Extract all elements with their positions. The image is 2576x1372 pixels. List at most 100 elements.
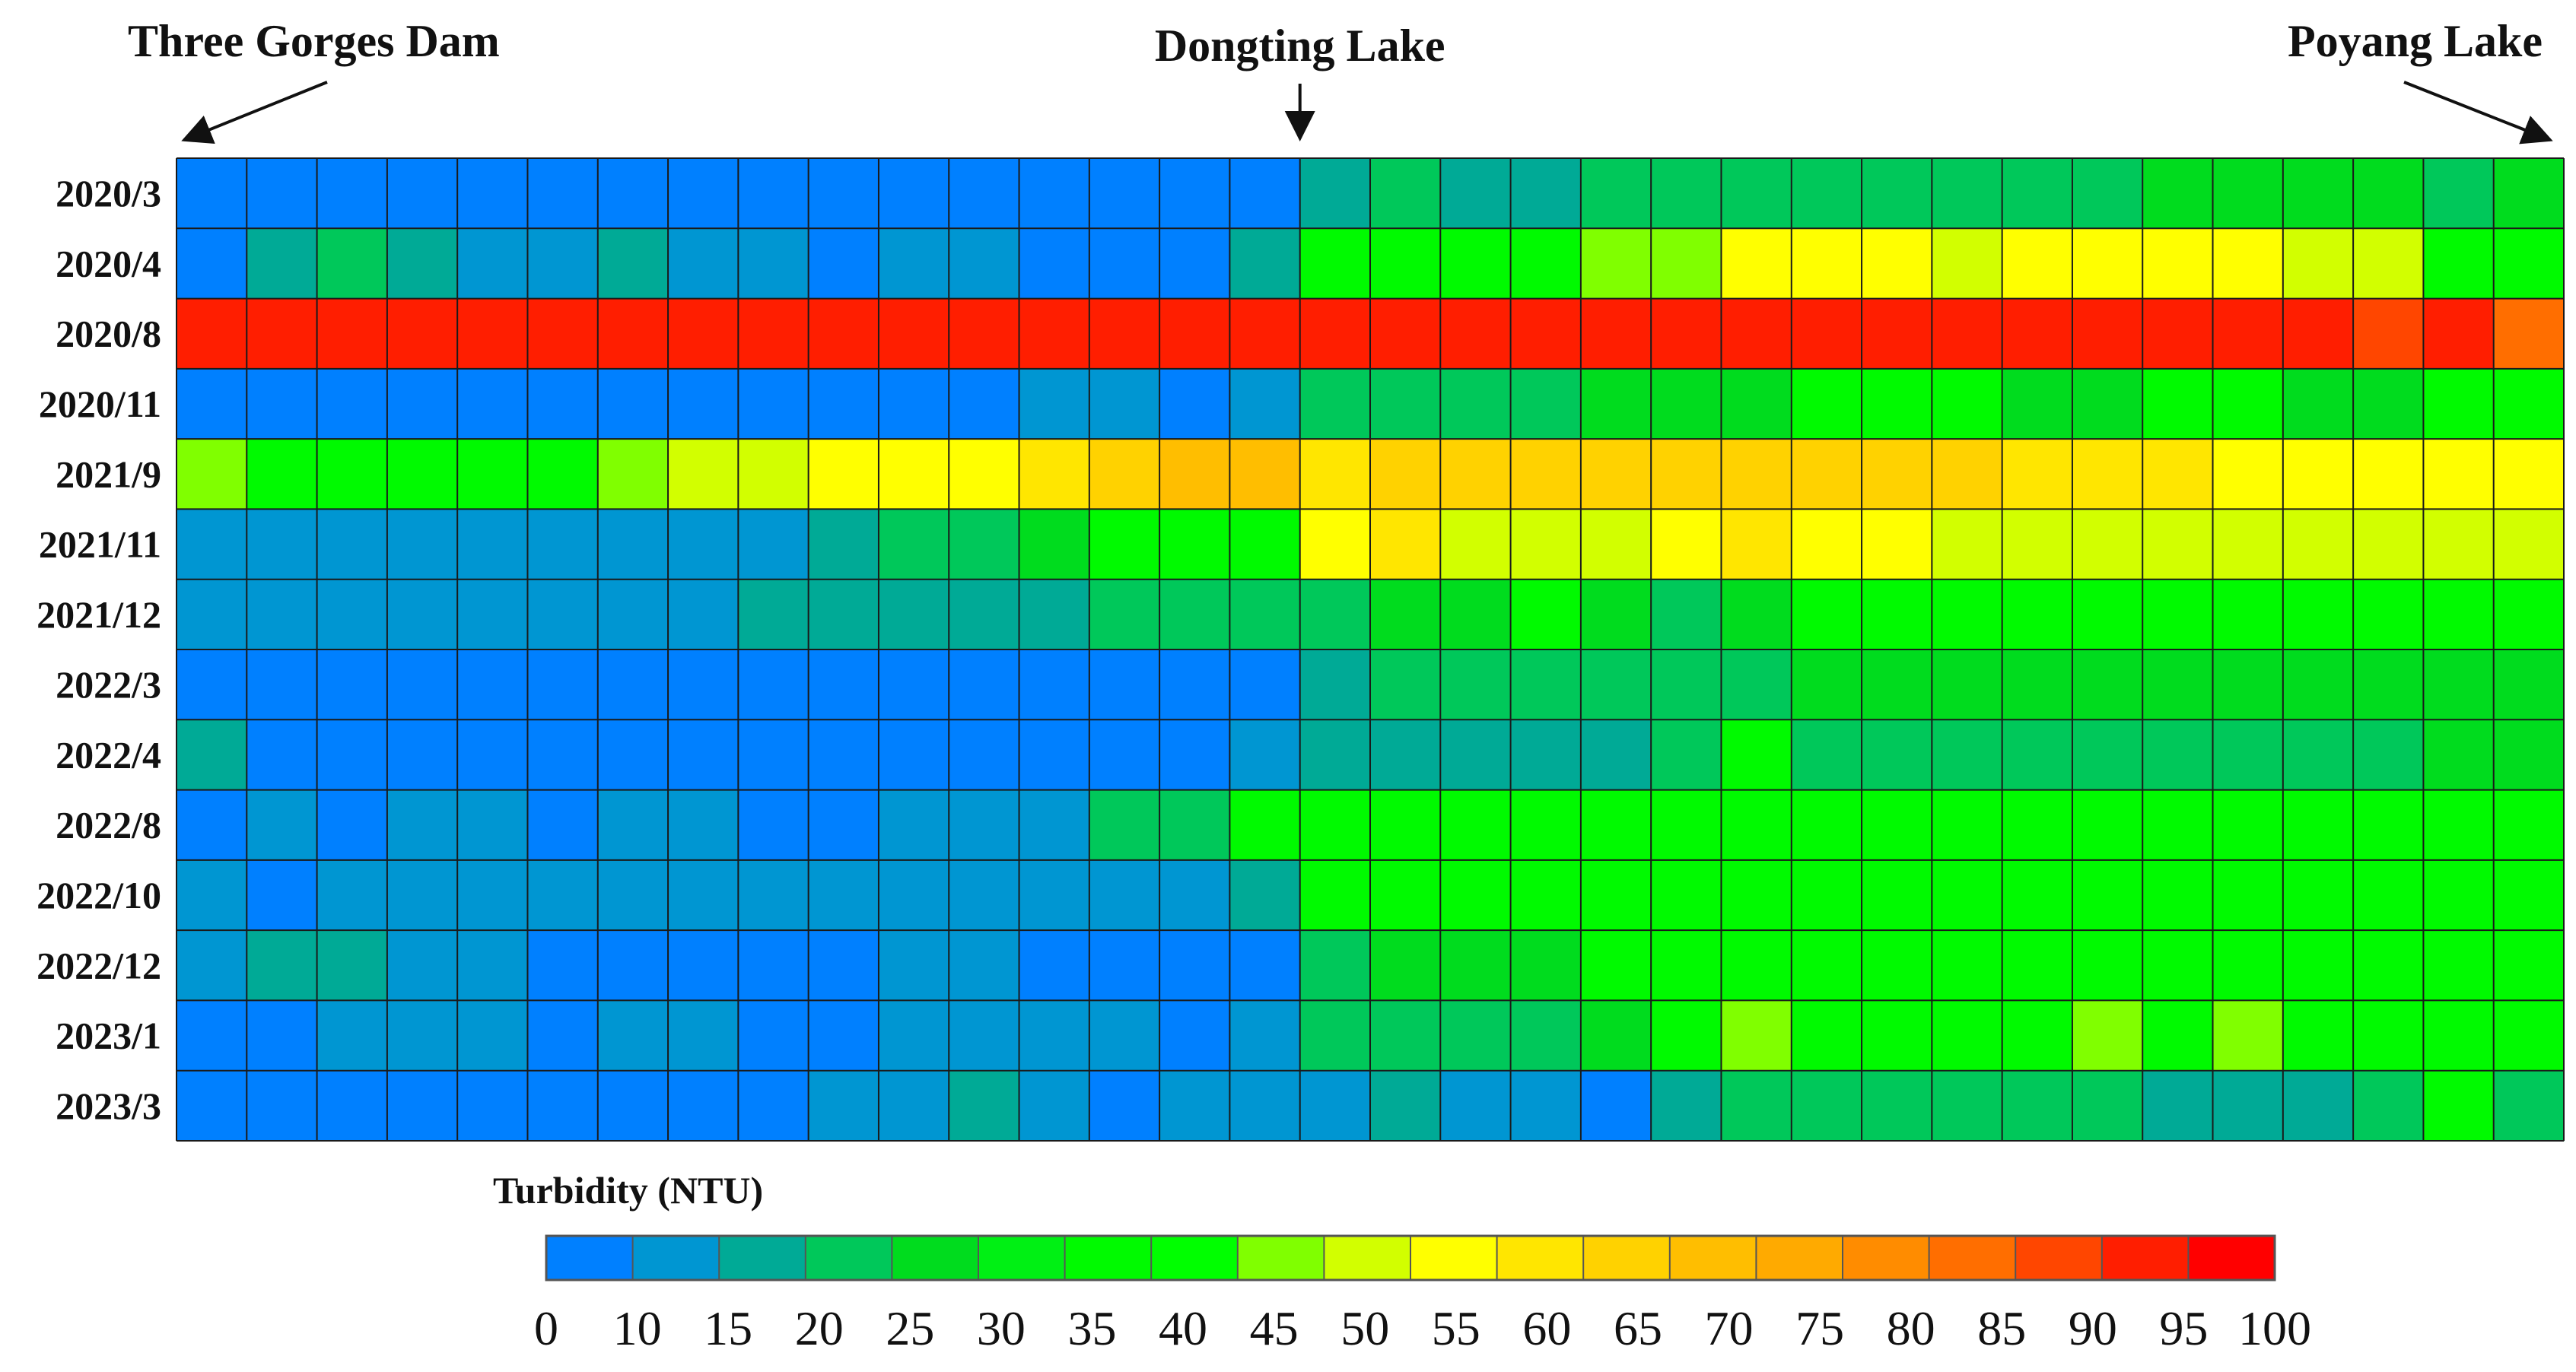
heatmap-cell xyxy=(1089,649,1160,720)
colorbar-swatch xyxy=(1496,1236,1584,1280)
heatmap-cell xyxy=(738,649,809,720)
heatmap-cell xyxy=(1299,439,1371,510)
heatmap-cell xyxy=(1370,789,1441,861)
heatmap-cell xyxy=(738,439,809,510)
heatmap-cell xyxy=(878,158,949,229)
heatmap-cell xyxy=(1440,158,1512,229)
heatmap-cell xyxy=(386,579,458,650)
heatmap-cell xyxy=(808,439,879,510)
heatmap-cell xyxy=(668,859,739,931)
heatmap-cell xyxy=(1932,859,2003,931)
heatmap-cell xyxy=(2282,1070,2354,1142)
heatmap-cell xyxy=(1862,439,1932,510)
row-label: 2022/4 xyxy=(56,733,161,776)
heatmap-cell xyxy=(2353,1000,2425,1072)
heatmap-cell xyxy=(1721,1000,1792,1072)
heatmap-cell xyxy=(1159,158,1231,229)
heatmap-cell xyxy=(177,368,247,440)
heatmap-cell xyxy=(2072,298,2143,370)
heatmap-cell xyxy=(177,719,247,791)
heatmap-cell xyxy=(668,789,739,861)
heatmap-cell xyxy=(1932,228,2003,300)
colorbar-swatch xyxy=(1151,1236,1239,1280)
colorbar-swatch xyxy=(719,1236,806,1280)
heatmap-cell xyxy=(2493,579,2565,650)
heatmap-cell xyxy=(2072,579,2143,650)
heatmap-cell xyxy=(1370,719,1441,791)
heatmap-cell xyxy=(386,1000,458,1072)
colorbar-frame xyxy=(545,1234,2276,1281)
heatmap-cell xyxy=(2282,509,2354,580)
heatmap-cell xyxy=(2072,1000,2143,1072)
heatmap-cell xyxy=(808,158,879,229)
heatmap-cell xyxy=(386,439,458,510)
heatmap-cell xyxy=(1440,579,1512,650)
heatmap-cell xyxy=(246,439,318,510)
row-label: 2022/10 xyxy=(37,874,161,916)
heatmap-cell xyxy=(1862,1070,1932,1142)
site-annotations: Three Gorges Dam Dongting Lake Poyang Lake xyxy=(128,16,2553,145)
heatmap-cell xyxy=(316,930,388,1002)
heatmap-cell xyxy=(2142,158,2214,229)
heatmap-cell xyxy=(1510,719,1582,791)
heatmap-cell xyxy=(386,509,458,580)
heatmap-cell xyxy=(246,158,318,229)
heatmap-cell xyxy=(808,1070,879,1142)
heatmap-cell xyxy=(597,719,669,791)
heatmap-cell xyxy=(1932,1070,2003,1142)
heatmap-cell xyxy=(1089,859,1160,931)
heatmap-cell xyxy=(2353,579,2425,650)
heatmap-cell xyxy=(2423,1070,2495,1142)
heatmap-cell xyxy=(2423,298,2495,370)
heatmap-cell xyxy=(2072,649,2143,720)
heatmap-cell xyxy=(949,298,1020,370)
heatmap-cell xyxy=(1580,228,1652,300)
heatmap-cell xyxy=(2212,930,2284,1002)
heatmap-cell xyxy=(2072,789,2143,861)
heatmap-cell xyxy=(1089,439,1160,510)
colorbar-swatch xyxy=(1669,1236,1757,1280)
heatmap-cell xyxy=(2282,228,2354,300)
colorbar-swatch xyxy=(1843,1236,1930,1280)
heatmap-cell xyxy=(668,1000,739,1072)
heatmap-cell xyxy=(597,1070,669,1142)
heatmap-cell xyxy=(2423,930,2495,1002)
heatmap-cell xyxy=(1159,579,1231,650)
heatmap-cell xyxy=(386,930,458,1002)
heatmap-cell xyxy=(1370,228,1441,300)
heatmap-cell xyxy=(2142,509,2214,580)
heatmap-cell xyxy=(1510,158,1582,229)
heatmap-cell xyxy=(1440,719,1512,791)
heatmap-cell xyxy=(597,158,669,229)
colorbar-tick-label: 50 xyxy=(1340,1301,1389,1355)
heatmap-cell xyxy=(1721,509,1792,580)
heatmap-cell xyxy=(949,158,1020,229)
heatmap-cell xyxy=(1510,1000,1582,1072)
heatmap-cell xyxy=(2353,649,2425,720)
heatmap-cell xyxy=(457,719,529,791)
heatmap-cell xyxy=(597,368,669,440)
heatmap-cell xyxy=(597,789,669,861)
heatmap-cell xyxy=(1580,368,1652,440)
row-labels: 2020/3 2020/4 2020/8 2020/11 2021/9 2021/11 20… xyxy=(37,172,161,1127)
heatmap-cell xyxy=(2142,1070,2214,1142)
row-label: 2023/3 xyxy=(56,1085,161,1127)
heatmap-cell xyxy=(177,789,247,861)
heatmap-cell xyxy=(316,579,388,650)
heatmap-cell xyxy=(2493,930,2565,1002)
heatmap-cell xyxy=(1932,298,2003,370)
heatmap-cell xyxy=(1510,649,1582,720)
heatmap-cell xyxy=(2002,1000,2073,1072)
heatmap-cell xyxy=(808,719,879,791)
heatmap-cell xyxy=(1440,930,1512,1002)
heatmap-cell xyxy=(177,649,247,720)
heatmap-cell xyxy=(1440,509,1512,580)
colorbar-swatch xyxy=(632,1236,720,1280)
heatmap-cell xyxy=(316,719,388,791)
colorbar-tick-label: 45 xyxy=(1250,1301,1299,1355)
heatmap-cell xyxy=(2493,1000,2565,1072)
heatmap-cell xyxy=(949,859,1020,931)
heatmap-cell xyxy=(1159,298,1231,370)
heatmap-cell xyxy=(2072,158,2143,229)
colorbar-swatch xyxy=(1929,1236,2016,1280)
